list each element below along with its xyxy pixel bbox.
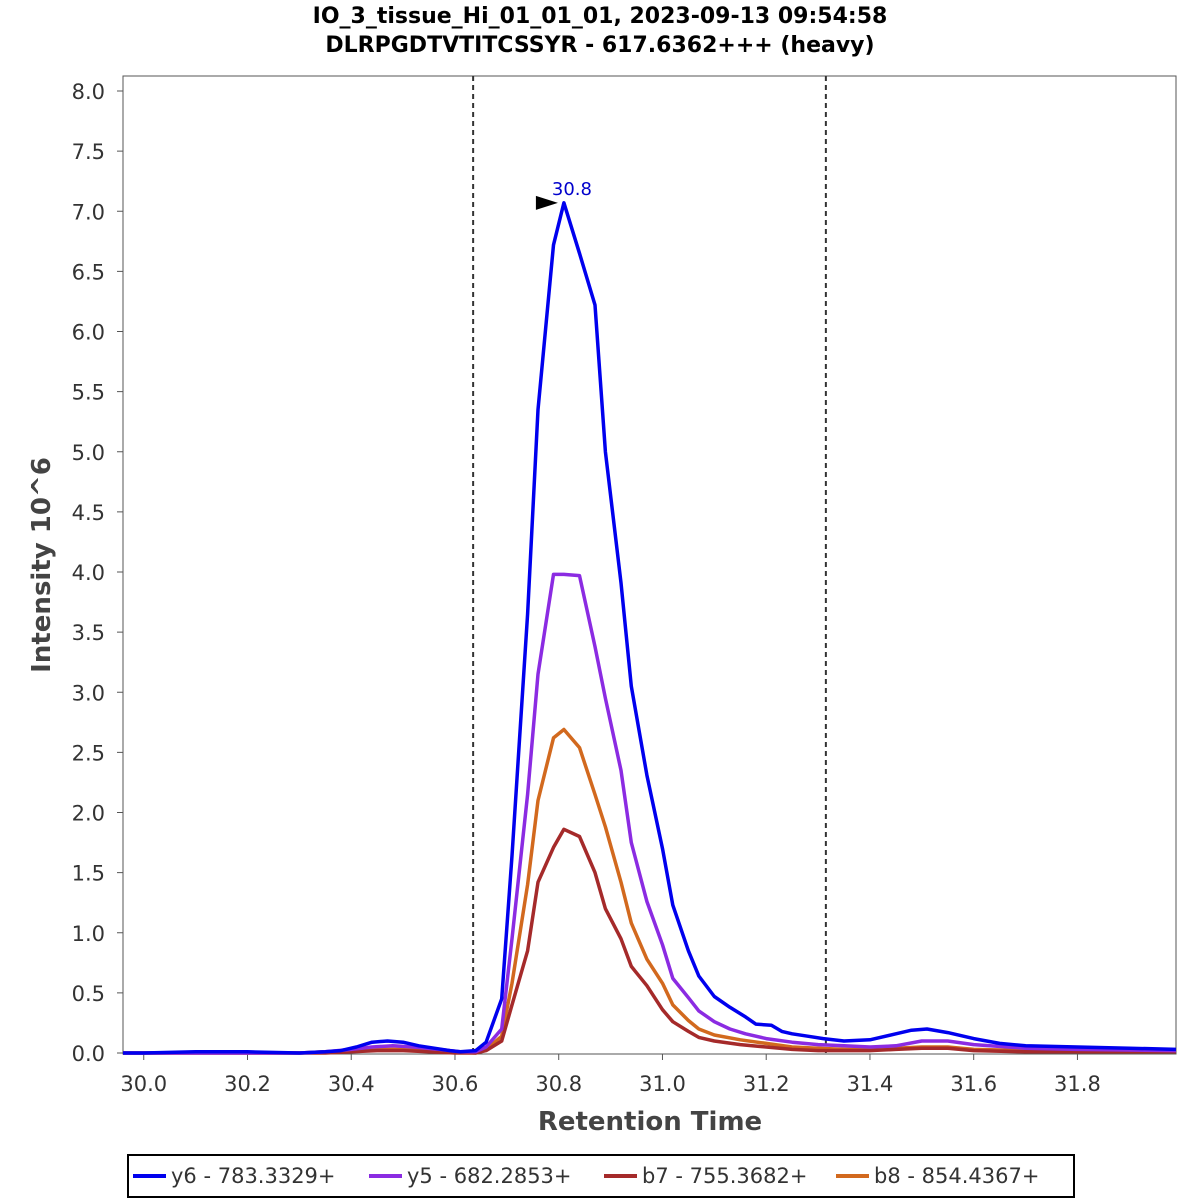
legend-box bbox=[127, 1154, 1075, 1198]
x-tick-label: 31.4 bbox=[847, 1072, 894, 1096]
plot-area bbox=[122, 75, 1177, 1055]
y-tick-label: 2.5 bbox=[72, 741, 105, 765]
x-tick-label: 31.0 bbox=[639, 1072, 686, 1096]
x-tick-label: 31.6 bbox=[950, 1072, 997, 1096]
y-tick-label: 0.5 bbox=[72, 982, 105, 1006]
peak-label: 30.8 bbox=[552, 179, 592, 200]
y-tick-label: 1.5 bbox=[72, 862, 105, 886]
legend: y6 - 783.3329+ y5 - 682.2853+ b7 - 755.368… bbox=[133, 1164, 1039, 1188]
legend-entry-label: y5 - 682.2853+ bbox=[407, 1164, 572, 1188]
y-tick-label: 6.5 bbox=[72, 260, 105, 284]
y-axis-label: Intensity 10^6 bbox=[27, 457, 57, 673]
legend-entry-label: y6 - 783.3329+ bbox=[171, 1164, 336, 1188]
y-tick-label: 7.5 bbox=[72, 140, 105, 164]
x-tick-label: 30.6 bbox=[432, 1072, 479, 1096]
series-lines bbox=[123, 201, 1177, 1055]
series-line bbox=[123, 201, 1177, 1055]
peak-arrow-icon bbox=[535, 195, 558, 210]
y-tick-label: 3.5 bbox=[72, 621, 105, 645]
y-tick-label: 5.5 bbox=[72, 381, 105, 405]
integration-boundaries bbox=[472, 76, 827, 1054]
legend-entry-label: b8 - 854.4367+ bbox=[874, 1164, 1039, 1188]
series-line bbox=[123, 827, 1176, 1055]
y-tick-label: 3.0 bbox=[72, 681, 105, 705]
legend-entry-label: b7 - 755.3682+ bbox=[642, 1164, 807, 1188]
y-tick-label: 2.0 bbox=[72, 802, 105, 826]
x-tick-label: 30.0 bbox=[120, 1072, 167, 1096]
y-tick-label: 7.0 bbox=[72, 200, 105, 224]
y-tick-label: 4.0 bbox=[72, 561, 105, 585]
y-tick-label: 5.0 bbox=[72, 441, 105, 465]
axis-ticks: 30.0 30.2 30.4 30.6 30.8 31.0 31.2 31.4 31.6 31.8… bbox=[72, 80, 1101, 1096]
y-tick-label: 8.0 bbox=[72, 80, 105, 104]
y-tick-label: 6.0 bbox=[72, 321, 105, 345]
chart-title-line1: IO_3_tissue_Hi_01_01_01, 2023-09-13 09:5… bbox=[313, 4, 888, 29]
x-tick-label: 31.2 bbox=[743, 1072, 790, 1096]
chart-title-line2: DLRPGDTVTITCSSYR - 617.6362+++ (heavy) bbox=[325, 33, 874, 58]
y-tick-label: 4.5 bbox=[72, 501, 105, 525]
peak-annotation: 30.8 bbox=[535, 179, 592, 210]
y-tick-label: 1.0 bbox=[72, 922, 105, 946]
x-axis-label: Retention Time bbox=[538, 1107, 762, 1137]
y-tick-label: 0.0 bbox=[72, 1042, 105, 1066]
x-tick-label: 30.4 bbox=[328, 1072, 375, 1096]
x-tick-label: 31.8 bbox=[1054, 1072, 1101, 1096]
x-tick-label: 30.2 bbox=[224, 1072, 271, 1096]
x-tick-label: 30.8 bbox=[535, 1072, 582, 1096]
